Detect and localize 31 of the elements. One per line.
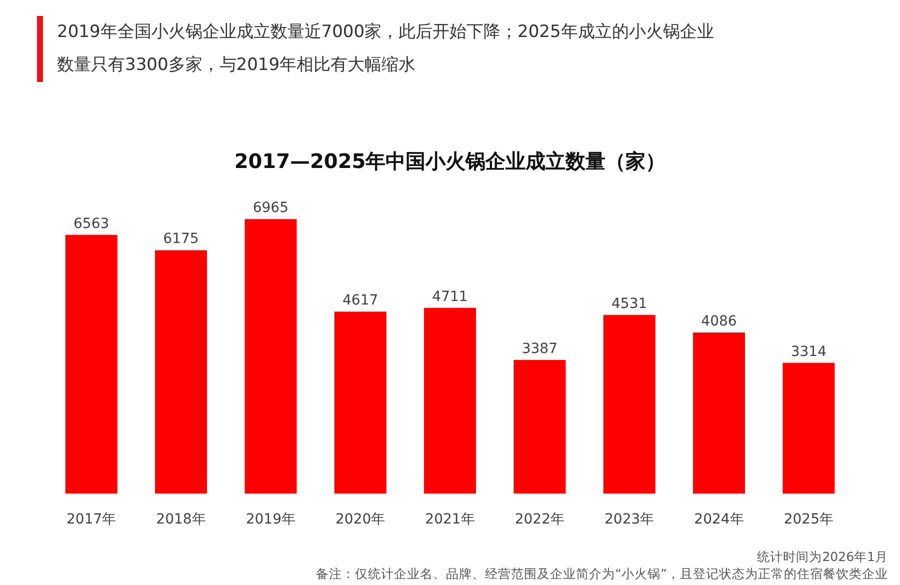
bar bbox=[782, 362, 835, 494]
data-label: 6965 bbox=[252, 200, 288, 216]
data-label: 6563 bbox=[74, 216, 110, 232]
x-tick-label: 2017年 bbox=[66, 512, 116, 528]
x-tick-label: 2021年 bbox=[425, 512, 475, 528]
bar bbox=[65, 234, 118, 494]
data-label: 4531 bbox=[612, 296, 648, 312]
bar bbox=[603, 314, 656, 494]
data-label: 4711 bbox=[432, 288, 468, 305]
x-tick-label: 2020年 bbox=[336, 512, 386, 528]
text: 统计时间为2026年1月 bbox=[756, 548, 888, 565]
x-tick-label: 2025年 bbox=[784, 512, 834, 528]
data-label: 6175 bbox=[163, 231, 199, 248]
chart-title: 2017—2025年中国小火锅企业成立数量（家） bbox=[233, 148, 667, 175]
chart-subtitle: 2019年全国小火锅企业成立数量近7000家，此后开始下降；2025年成立的小火锅企业数量只有3300多家，与2019年相比有大幅缩水 bbox=[37, 16, 717, 82]
x-tick-label: 2022年 bbox=[514, 512, 564, 528]
bar bbox=[692, 332, 746, 494]
x-tick-label: 2023年 bbox=[604, 512, 654, 528]
x-tick-label: 2019年 bbox=[246, 512, 296, 528]
x-tick-label: 2024年 bbox=[694, 512, 744, 528]
data-label: 4617 bbox=[342, 292, 378, 309]
bar bbox=[154, 250, 208, 494]
text: 备注：仅统计企业名、品牌、经营范围及企业简介为“小火锅”，且登记状态为正常的住宿餐饮类企业 bbox=[315, 565, 888, 582]
data-label: 3387 bbox=[522, 341, 558, 358]
bar bbox=[424, 308, 476, 494]
bar bbox=[334, 312, 386, 494]
x-tick-label: 2018年 bbox=[156, 512, 206, 528]
bar bbox=[514, 360, 566, 494]
bar bbox=[244, 219, 297, 494]
data-label: 4086 bbox=[701, 314, 737, 330]
data-label: 3314 bbox=[790, 344, 827, 360]
